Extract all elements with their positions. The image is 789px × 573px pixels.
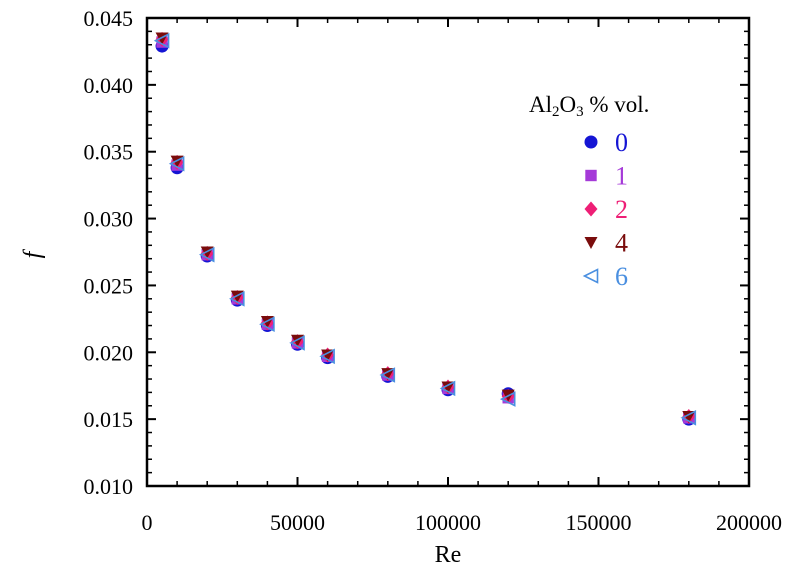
- y-tick-label: 0.020: [84, 340, 134, 365]
- data-point-series-6: [229, 291, 245, 307]
- legend-title-o: O: [560, 92, 577, 117]
- data-point-series-6: [379, 367, 396, 383]
- legend-marker-6: [582, 268, 599, 284]
- y-tick-label: 0.010: [84, 474, 134, 499]
- x-tick-label: 200000: [716, 510, 782, 535]
- y-tick-label: 0.035: [84, 140, 134, 165]
- data-point-series-6: [153, 32, 170, 49]
- data-point-series-6: [680, 410, 697, 426]
- legend-label-0: 0: [615, 128, 628, 157]
- legend-marker-0: [584, 135, 598, 149]
- legend-label-4: 4: [615, 229, 628, 258]
- legend-marker-2: [584, 201, 598, 217]
- data-point-series-6: [319, 348, 335, 365]
- x-axis-title: Re: [435, 542, 462, 568]
- data-point-series-4: [682, 410, 696, 423]
- tick-labels: 0 50000 100000 150000 200000 0.010 0.015 0.020 0…: [84, 6, 783, 535]
- plot-frame: [145, 16, 751, 488]
- x-tick-label: 0: [142, 510, 153, 535]
- y-tick-label: 0.030: [84, 207, 134, 232]
- x-tick-label: 150000: [566, 510, 632, 535]
- data-point-series-6: [198, 246, 215, 263]
- legend-marker-4: [584, 237, 598, 249]
- legend-title: Al2O3 % vol.: [529, 92, 649, 120]
- legend-title-sub-2: 2: [552, 104, 560, 120]
- legend-label-1: 1: [615, 162, 628, 191]
- data-point-series-6: [259, 316, 275, 333]
- data-point-series-6: [439, 380, 456, 397]
- data-point-series-6: [289, 335, 305, 351]
- x-tick-label: 50000: [270, 510, 325, 535]
- data-point-series-4: [381, 368, 395, 381]
- axis-ticks: [146, 17, 750, 487]
- y-axis-title: f: [20, 248, 46, 258]
- legend-label-6: 6: [615, 262, 628, 291]
- y-tick-label: 0.045: [84, 6, 134, 31]
- legend-label-2: 2: [615, 195, 628, 224]
- y-tick-label: 0.040: [84, 73, 134, 98]
- legend-title-tail: % vol.: [584, 92, 650, 117]
- data-point-series-6: [168, 155, 185, 172]
- data-point-series-4: [441, 381, 455, 394]
- y-tick-label: 0.025: [84, 273, 134, 298]
- legend-marker-1: [585, 169, 597, 182]
- data-point-series-4: [321, 349, 335, 362]
- data-point-series-6: [499, 391, 516, 407]
- legend-title-sub-3: 3: [576, 104, 584, 120]
- x-tick-label: 100000: [415, 510, 481, 535]
- data-points: [153, 31, 697, 426]
- legend-title-al: Al: [529, 92, 552, 117]
- y-tick-label: 0.015: [84, 407, 134, 432]
- legend-items: 0 1 2 4 6: [582, 128, 628, 291]
